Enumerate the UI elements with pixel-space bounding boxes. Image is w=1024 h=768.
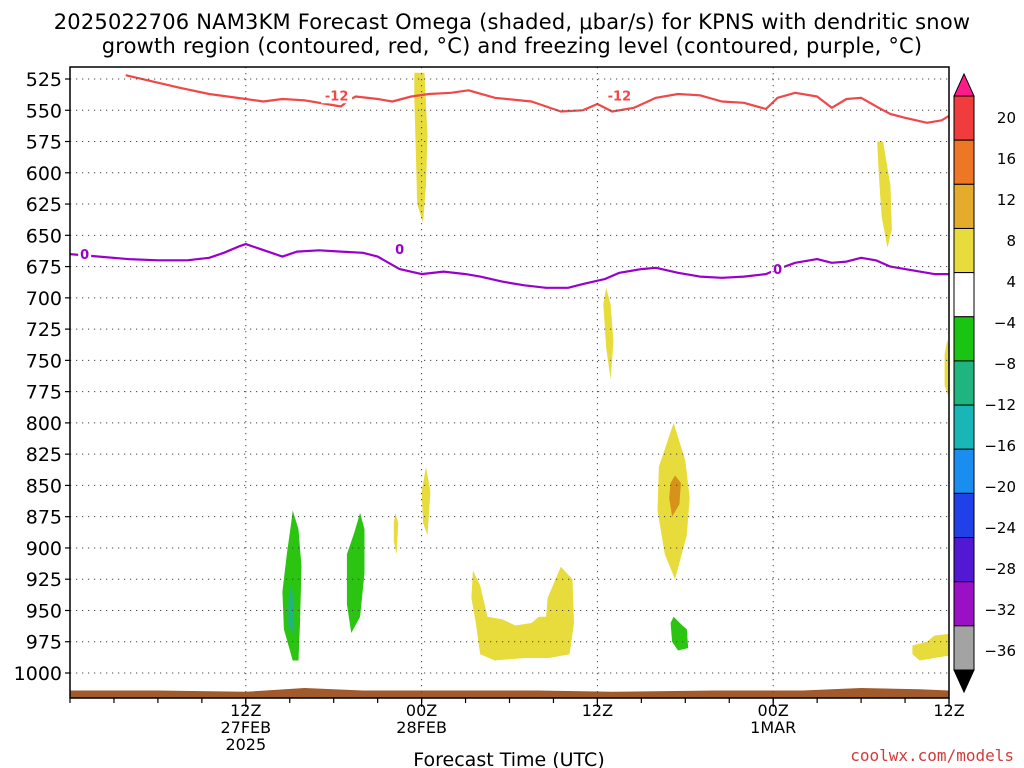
contour-line-freezing — [70, 243, 949, 289]
contour-label-bg — [393, 241, 407, 258]
colorbar-band — [953, 316, 975, 362]
omega-region-5 — [393, 512, 399, 555]
plot-frame — [69, 66, 950, 699]
omega-region-11 — [282, 510, 302, 661]
colorbar-label: −4 — [994, 314, 1016, 332]
omega-region-2 — [877, 141, 892, 248]
y-tick-label: 575 — [26, 132, 62, 154]
colorbar-band — [953, 581, 975, 627]
colorbar-band — [953, 625, 975, 671]
y-tick-label: 600 — [26, 163, 62, 185]
y-tick-label: 800 — [26, 413, 62, 435]
contour-label-bg — [603, 87, 635, 104]
x-tick-label: 1MAR — [750, 718, 796, 737]
omega-region-8 — [471, 566, 574, 661]
chart-title-line2: growth region (contoured, red, °C) and f… — [101, 34, 923, 58]
colorbar-label: 16 — [997, 150, 1016, 168]
y-tick-label: 850 — [26, 475, 62, 497]
colorbar-label: 20 — [997, 109, 1016, 127]
ground-surface — [70, 688, 949, 698]
axes: 525 550 575 600 625 650 675 700 725 750 775 800 825 8… — [14, 69, 965, 754]
colorbar-label: −32 — [984, 601, 1016, 619]
colorbar-band — [953, 448, 975, 494]
omega-region-9 — [912, 633, 949, 661]
colorbar-band — [953, 95, 975, 141]
y-tick-label: 550 — [26, 100, 62, 122]
y-tick-label: 950 — [26, 600, 62, 622]
y-tick-label: 775 — [26, 382, 62, 404]
colorbar-band — [953, 272, 975, 318]
plot-area: -12 -12 0 0 0 — [70, 72, 949, 698]
x-tick-label: 00Z — [406, 701, 437, 720]
colorbar-label: −16 — [984, 437, 1016, 455]
x-tick-label: 12Z — [582, 701, 613, 720]
y-tick-label: 925 — [26, 569, 62, 591]
x-tick-label: 00Z — [758, 701, 789, 720]
contour-label: 0 — [773, 263, 782, 278]
x-tick-label: 12Z — [230, 701, 261, 720]
y-tick-label: 750 — [26, 350, 62, 372]
x-tick-label: 12Z — [933, 701, 964, 720]
omega-region-10 — [669, 475, 681, 517]
colorbar-band — [953, 492, 975, 539]
omega-region-12 — [288, 585, 295, 636]
y-tick-label: 700 — [26, 288, 62, 310]
colorbar-label: 8 — [1006, 232, 1016, 250]
contour-label: 0 — [80, 248, 89, 263]
y-tick-label: 625 — [26, 194, 62, 216]
colorbar-band — [953, 227, 975, 274]
y-tick-label: 725 — [26, 319, 62, 341]
contour-label: 0 — [395, 243, 404, 258]
omega-region-13 — [346, 512, 365, 633]
y-tick-label: 975 — [26, 632, 62, 654]
site-credit: coolwx.com/models — [850, 746, 1014, 765]
x-axis-label: Forecast Time (UTC) — [413, 749, 604, 768]
y-tick-label: 900 — [26, 538, 62, 560]
contour-label: -12 — [608, 89, 632, 104]
y-tick-label: 525 — [26, 69, 62, 91]
colorbar-label: 4 — [1006, 273, 1016, 291]
colorbar-label: −12 — [984, 396, 1016, 414]
colorbar-band — [953, 404, 975, 450]
omega-region-14 — [670, 616, 689, 651]
y-tick-label: 650 — [26, 225, 62, 247]
x-tick-label: 28FEB — [396, 718, 447, 737]
contour-label: -12 — [325, 89, 349, 104]
colorbar-label: −8 — [994, 355, 1016, 373]
colorbar-label: −24 — [984, 519, 1016, 537]
colorbar-label: −20 — [984, 478, 1016, 496]
y-tick-label: 875 — [26, 507, 62, 529]
colorbar-top-triangle — [953, 72, 975, 97]
colorbar: 20 16 12 8 4 −4 −8 −12 −16 −20 −24 −28 −32 −36 — [953, 72, 1016, 694]
colorbar-band — [953, 537, 975, 583]
colorbar-band — [953, 183, 975, 229]
colorbar-label: −28 — [984, 560, 1016, 578]
colorbar-bottom-triangle — [953, 669, 975, 694]
x-tick-label: 27FEB — [220, 718, 271, 737]
plot-border — [69, 66, 950, 699]
contour-line-dgz — [125, 74, 949, 124]
colorbar-label: 12 — [997, 191, 1016, 209]
y-tick-label: 825 — [26, 444, 62, 466]
colorbar-label: −36 — [984, 642, 1016, 660]
omega-region-6 — [421, 466, 431, 536]
colorbar-band — [953, 360, 975, 406]
x-tick-label: 2025 — [225, 735, 266, 754]
gridlines — [70, 67, 950, 698]
omega-region-4 — [944, 339, 949, 398]
contour-label-bg — [321, 87, 353, 104]
y-tick-label: 1000 — [14, 663, 62, 685]
y-tick-label: 675 — [26, 257, 62, 279]
omega-region-3 — [603, 287, 614, 380]
contour-label-bg — [78, 246, 92, 263]
contour-label-bg — [771, 261, 785, 278]
chart-title-line1: 2025022706 NAM3KM Forecast Omega (shaded… — [53, 10, 971, 34]
colorbar-band — [953, 139, 975, 185]
